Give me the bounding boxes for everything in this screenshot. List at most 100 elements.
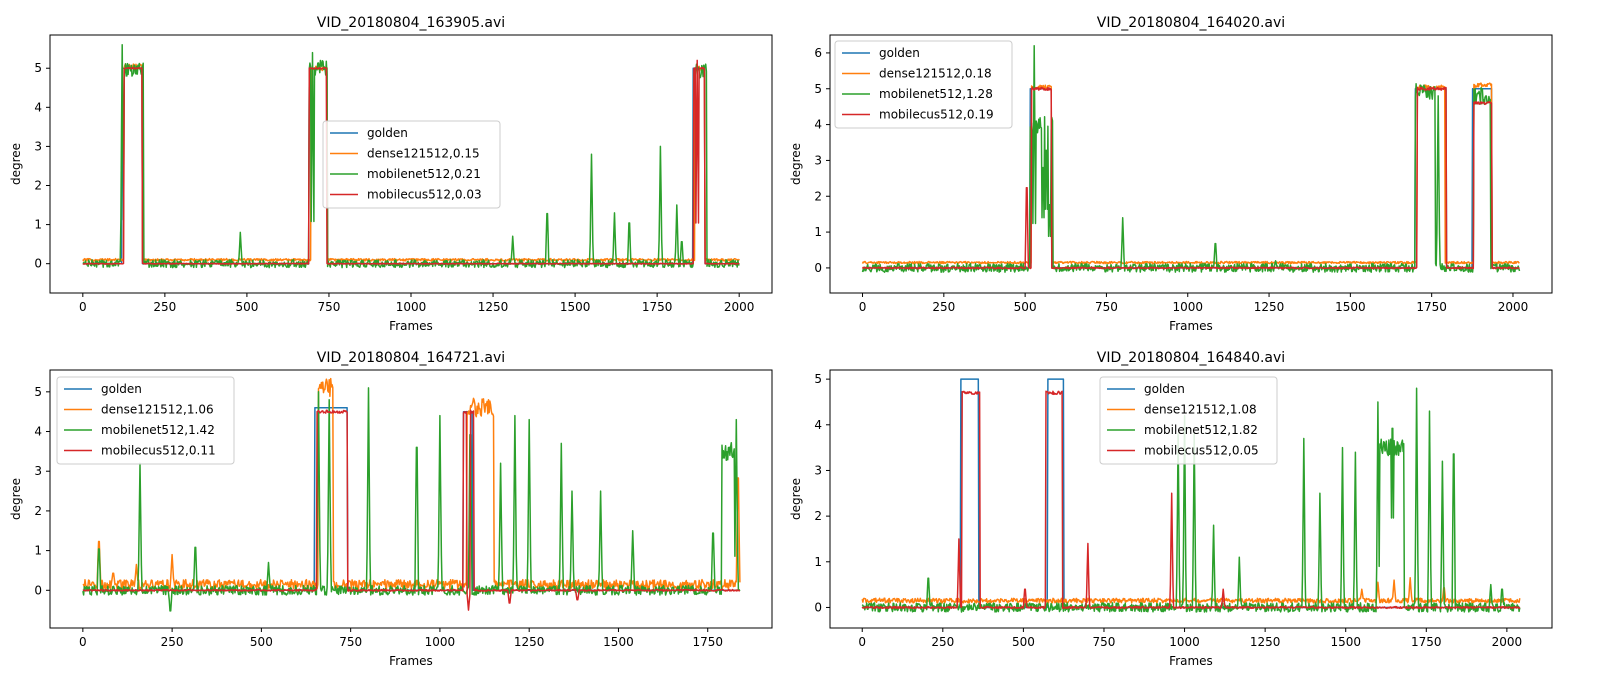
series-line-4 — [82, 409, 740, 611]
legend: golden dense121512,1.06 mobilenet512,1.42 m… — [56, 376, 235, 465]
x-tick-label: 1250 — [514, 635, 545, 649]
x-tick-label: 1750 — [1416, 300, 1447, 314]
y-tick-label: 1 — [814, 555, 822, 569]
legend: golden dense121512,0.15 mobilenet512,0.21 m… — [322, 120, 501, 209]
y-axis-label: degree — [789, 143, 803, 185]
y-axis-label: degree — [9, 478, 23, 520]
x-tick-label: 1250 — [1250, 635, 1281, 649]
x-tick-label: 0 — [858, 635, 866, 649]
x-tick-label: 1000 — [1169, 635, 1200, 649]
series-line-2 — [861, 577, 1521, 604]
y-tick-label: 5 — [814, 82, 822, 96]
x-tick-label: 250 — [932, 300, 955, 314]
x-tick-label: 2000 — [724, 300, 755, 314]
legend: golden dense121512,1.08 mobilenet512,1.82 m… — [1099, 376, 1278, 465]
legend-label-3: mobilenet512,1.42 — [101, 423, 215, 437]
x-tick-label: 250 — [931, 635, 954, 649]
chart-title: VID_20180804_163905.avi — [317, 15, 505, 31]
x-axis-label: Frames — [1169, 319, 1213, 333]
legend-label-2: dense121512,0.18 — [879, 67, 992, 81]
y-tick-label: 5 — [34, 61, 42, 75]
legend-label-2: dense121512,1.06 — [101, 403, 214, 417]
legend-label-4: mobilecus512,0.19 — [879, 108, 994, 122]
legend-label-4: mobilecus512,0.03 — [367, 188, 482, 202]
legend-label-4: mobilecus512,0.11 — [101, 444, 216, 458]
x-tick-label: 1000 — [425, 635, 456, 649]
series-line-4 — [861, 390, 1521, 610]
y-tick-label: 2 — [34, 504, 42, 518]
y-tick-label: 1 — [34, 218, 42, 232]
y-tick-label: 2 — [34, 179, 42, 193]
chart-panel-2: 0 250 500 750 1000 1250 1500 1750 2000 0 1 2 3 4 5 6 VID… — [789, 15, 1553, 333]
x-tick-label: 1000 — [396, 300, 427, 314]
chart-panel-4: 0 250 500 750 1000 1250 1500 1750 2000 0 1 2 3 4 5 VID_… — [789, 350, 1553, 668]
chart-panel-1: 0 250 500 750 1000 1250 1500 1750 2000 0 1 2 3 4 5 VID_… — [9, 15, 773, 333]
x-tick-label: 1250 — [478, 300, 509, 314]
x-tick-label: 0 — [79, 300, 87, 314]
x-axis-label: Frames — [389, 654, 433, 668]
chart-panel-3: 0 250 500 750 1000 1250 1500 1750 0 1 2 3 4 5 VID_2018… — [9, 350, 773, 668]
x-tick-label: 250 — [161, 635, 184, 649]
legend-box — [1099, 376, 1278, 465]
legend-label-3: mobilenet512,0.21 — [367, 167, 481, 181]
axes-frame — [49, 369, 773, 629]
x-tick-label: 1000 — [1172, 300, 1203, 314]
axes-frame — [829, 34, 1553, 294]
y-tick-label: 2 — [814, 509, 822, 523]
y-tick-label: 5 — [814, 372, 822, 386]
series-line-4 — [82, 59, 740, 265]
x-tick-label: 1500 — [603, 635, 634, 649]
x-tick-label: 1500 — [1335, 300, 1366, 314]
legend-label-1: golden — [1144, 382, 1185, 396]
x-tick-label: 1250 — [1254, 300, 1285, 314]
y-tick-label: 5 — [34, 385, 42, 399]
series-line-2 — [861, 82, 1520, 265]
legend-box — [56, 376, 235, 465]
y-tick-label: 0 — [34, 257, 42, 271]
chart-title: VID_20180804_164020.avi — [1097, 15, 1285, 31]
series-line-4 — [861, 86, 1520, 270]
x-tick-label: 1750 — [642, 300, 673, 314]
x-tick-label: 1500 — [560, 300, 591, 314]
y-tick-label: 4 — [34, 425, 42, 439]
x-tick-label: 750 — [339, 635, 362, 649]
y-tick-label: 1 — [34, 544, 42, 558]
y-tick-label: 2 — [814, 189, 822, 203]
legend: golden dense121512,0.18 mobilenet512,1.28 m… — [834, 40, 1013, 129]
series-line-2 — [82, 63, 740, 262]
y-axis-label: degree — [789, 478, 803, 520]
legend-label-3: mobilenet512,1.28 — [879, 87, 993, 101]
legend-label-1: golden — [367, 126, 408, 140]
y-tick-label: 3 — [34, 139, 42, 153]
x-tick-label: 500 — [235, 300, 258, 314]
axes-frame — [829, 369, 1553, 629]
legend-box — [834, 40, 1013, 129]
x-tick-label: 0 — [79, 635, 87, 649]
x-tick-label: 500 — [1014, 300, 1037, 314]
x-tick-label: 250 — [153, 300, 176, 314]
legend-label-3: mobilenet512,1.82 — [1144, 423, 1258, 437]
y-tick-label: 4 — [34, 100, 42, 114]
chart-title: VID_20180804_164721.avi — [317, 350, 505, 366]
x-tick-label: 750 — [1095, 300, 1118, 314]
y-tick-label: 3 — [814, 463, 822, 477]
x-tick-label: 2000 — [1492, 635, 1523, 649]
legend-label-4: mobilecus512,0.05 — [1144, 444, 1259, 458]
x-tick-label: 1750 — [1411, 635, 1442, 649]
legend-box — [322, 120, 501, 209]
x-tick-label: 1750 — [692, 635, 723, 649]
legend-label-2: dense121512,0.15 — [367, 147, 480, 161]
x-axis-label: Frames — [389, 319, 433, 333]
x-axis-label: Frames — [1169, 654, 1213, 668]
y-tick-label: 1 — [814, 225, 822, 239]
y-tick-label: 4 — [814, 418, 822, 432]
y-tick-label: 3 — [34, 464, 42, 478]
x-tick-label: 2000 — [1498, 300, 1529, 314]
x-tick-label: 1500 — [1330, 635, 1361, 649]
chart-title: VID_20180804_164840.avi — [1097, 350, 1285, 366]
x-tick-label: 750 — [1093, 635, 1116, 649]
y-tick-label: 0 — [34, 583, 42, 597]
y-tick-label: 6 — [814, 46, 822, 60]
y-tick-label: 4 — [814, 118, 822, 132]
